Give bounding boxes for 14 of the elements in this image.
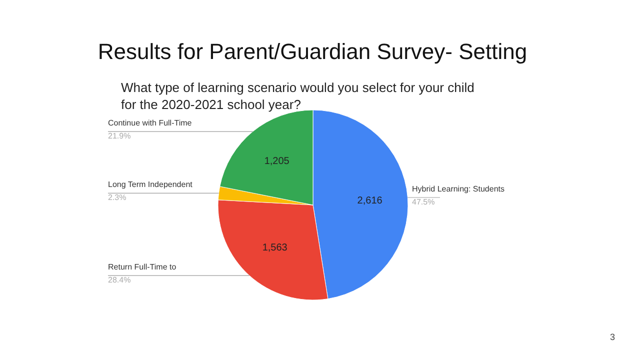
text: 47.5% xyxy=(412,198,435,207)
text: 21.9% xyxy=(108,132,131,141)
text: 2.3% xyxy=(108,193,126,202)
slice-label: Hybrid Learning: Students xyxy=(412,184,504,194)
slice-label: Long Term Independent xyxy=(108,180,194,190)
text: 28.4% xyxy=(108,276,131,285)
slice-label: Continue with Full-Time xyxy=(108,118,192,128)
data-label: 1,205 xyxy=(264,156,290,167)
slice-label: Return Full-Time to xyxy=(108,262,177,272)
text: 3 xyxy=(610,332,615,342)
chart-subtitle: What type of learning scenario would you select for your child for the 2020-2021 school year? xyxy=(121,80,474,112)
chart-title: Results for Parent/Guardian Survey- Setting xyxy=(98,39,528,64)
data-label: 1,563 xyxy=(262,242,288,254)
data-label: 2,616 xyxy=(357,196,383,207)
